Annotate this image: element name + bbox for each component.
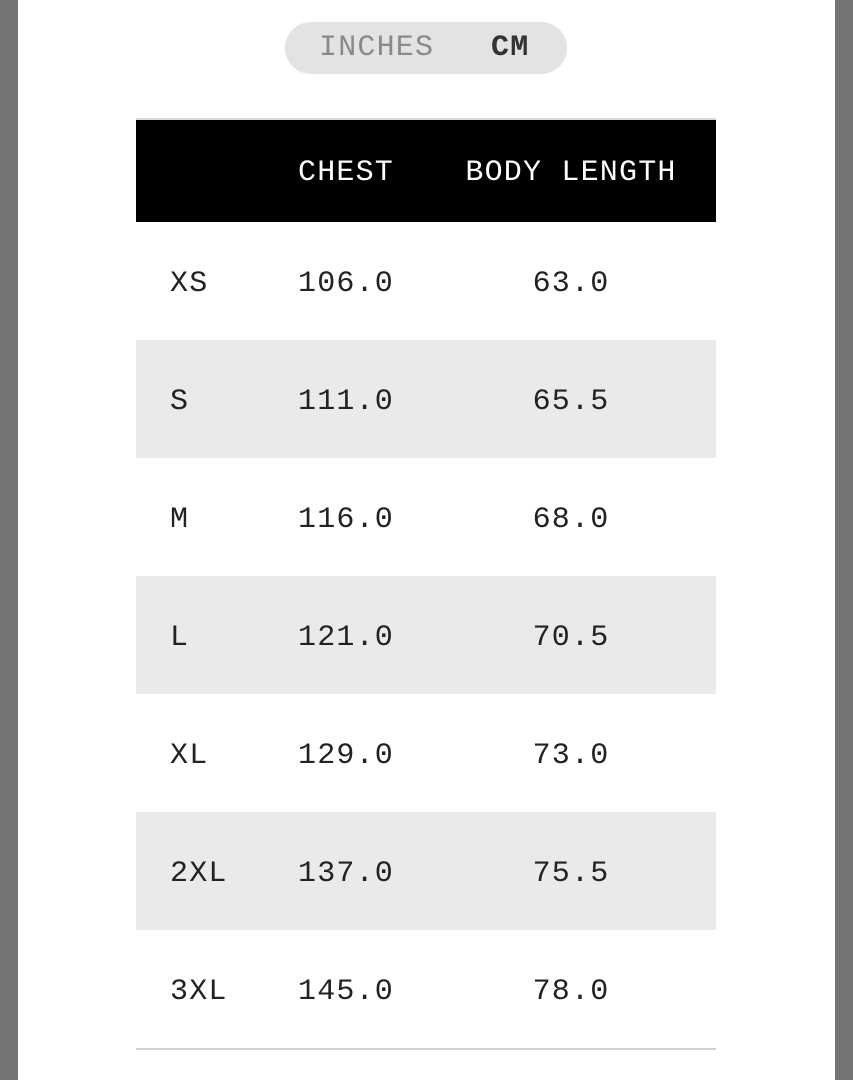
- chest-cell: 121.0: [298, 621, 395, 655]
- size-cell: 2XL: [170, 857, 228, 891]
- size-cell: S: [170, 385, 190, 419]
- size-cell: M: [170, 503, 190, 537]
- table-row: M 116.0 68.0: [136, 458, 716, 576]
- table-row: 3XL 145.0 78.0: [136, 930, 716, 1048]
- divider: [136, 118, 716, 120]
- size-cell: 3XL: [170, 975, 228, 1009]
- table-row: 2XL 137.0 75.5: [136, 812, 716, 930]
- table-header: CHEST BODY LENGTH: [136, 120, 716, 222]
- chest-cell: 137.0: [298, 857, 395, 891]
- header-chest: CHEST: [298, 156, 395, 190]
- table-row: XL 129.0 73.0: [136, 694, 716, 812]
- size-cell: XS: [170, 267, 209, 301]
- chest-cell: 145.0: [298, 975, 395, 1009]
- unit-toggle[interactable]: INCHES CM: [285, 22, 567, 74]
- table-row: L 121.0 70.5: [136, 576, 716, 694]
- table-row: S 111.0 65.5: [136, 340, 716, 458]
- size-table: CHEST BODY LENGTH XS 106.0 63.0 S 111.0 65.5 M…: [136, 118, 716, 1050]
- divider: [136, 1048, 716, 1050]
- table-row: XS 106.0 63.0: [136, 222, 716, 340]
- unit-option-cm[interactable]: CM: [491, 31, 530, 65]
- unit-option-inches[interactable]: INCHES: [319, 31, 435, 65]
- size-cell: XL: [170, 739, 209, 773]
- chest-cell: 116.0: [298, 503, 395, 537]
- chest-cell: 129.0: [298, 739, 395, 773]
- chest-cell: 111.0: [298, 385, 395, 419]
- size-cell: L: [170, 621, 190, 655]
- chest-cell: 106.0: [298, 267, 395, 301]
